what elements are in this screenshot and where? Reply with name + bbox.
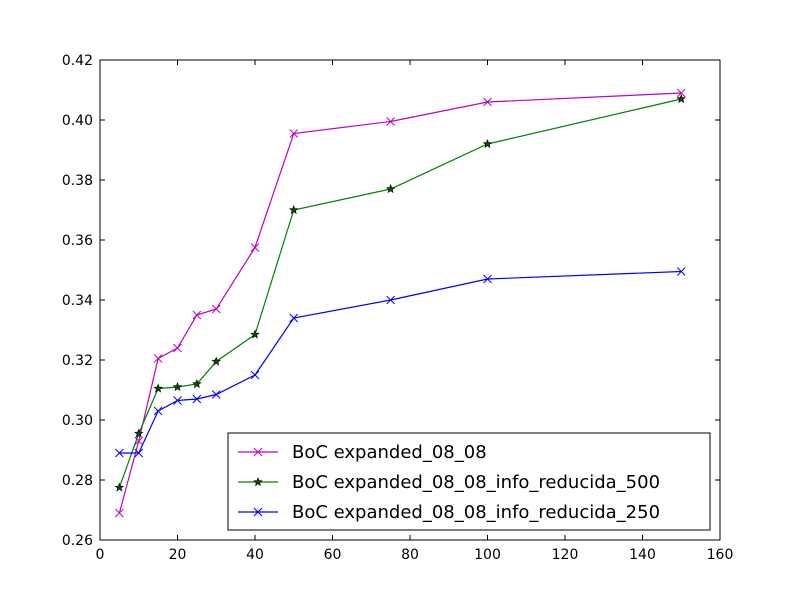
data-point [115, 508, 124, 518]
x-tick-label: 40 [246, 547, 264, 563]
data-point [250, 329, 260, 339]
data-point [114, 482, 125, 492]
data-point [250, 370, 260, 380]
legend: BoC expanded_08_08 BoC expanded_08_08_inf… [227, 432, 711, 531]
marker-stroke [173, 343, 182, 353]
marker-stroke [115, 448, 124, 458]
legend-marker [253, 507, 263, 517]
marker-stroke [250, 243, 260, 252]
data-point [483, 97, 492, 107]
marker-stroke [250, 370, 260, 380]
data-point [289, 313, 299, 323]
marker-stroke [483, 97, 492, 107]
y-tick-label: 0.30 [62, 413, 93, 429]
marker-stroke [676, 267, 686, 276]
marker-stroke [192, 310, 202, 320]
x-tick-label: 0 [96, 547, 105, 563]
marker-stroke [386, 117, 395, 126]
marker-stroke [192, 394, 202, 404]
y-tick-label: 0.36 [62, 233, 93, 249]
plot-area [114, 88, 687, 518]
data-point [676, 267, 686, 276]
data-point [153, 383, 163, 393]
marker-stroke [253, 507, 263, 517]
marker-stroke [153, 406, 163, 416]
marker-stroke [386, 295, 395, 305]
data-point [676, 93, 687, 104]
x-tick-label: 60 [324, 547, 342, 563]
marker-stroke [211, 304, 221, 314]
data-point [134, 448, 144, 458]
marker-stroke [483, 274, 492, 284]
data-point [386, 295, 395, 305]
data-point [250, 243, 260, 252]
data-point [385, 183, 396, 194]
y-tick-label: 0.26 [62, 533, 93, 549]
legend-label: BoC expanded_08_08_info_reducida_500 [292, 472, 660, 493]
legend-entry-3: BoC expanded_08_08_info_reducida_250 [238, 502, 660, 523]
series-2 [114, 93, 687, 492]
legend-entry-2: BoC expanded_08_08_info_reducida_500 [238, 472, 660, 493]
series-1 [115, 88, 686, 518]
data-point [192, 378, 202, 389]
y-tick-label: 0.40 [62, 113, 93, 129]
marker-stroke [676, 88, 686, 98]
data-point [153, 354, 163, 363]
marker-stroke [134, 436, 144, 446]
y-tick-label: 0.42 [62, 53, 93, 69]
data-point [289, 129, 299, 138]
marker-stroke [153, 354, 163, 363]
marker-stroke [211, 390, 221, 399]
data-point [192, 310, 202, 320]
data-point [676, 88, 686, 98]
legend-marker [253, 447, 263, 457]
data-point [192, 394, 202, 404]
data-point [134, 436, 144, 446]
y-tick-label: 0.38 [62, 173, 93, 189]
data-point [288, 204, 299, 215]
legend-entry-1: BoC expanded_08_08 [238, 442, 487, 463]
marker-stroke [253, 447, 263, 457]
data-point [483, 274, 492, 284]
marker-stroke [134, 448, 144, 458]
data-point [386, 117, 395, 126]
data-point [211, 356, 222, 366]
legend-marker [253, 476, 263, 487]
data-point [173, 343, 182, 353]
data-point [115, 448, 124, 458]
data-point [482, 138, 493, 149]
legend-label: BoC expanded_08_08_info_reducida_250 [292, 502, 660, 523]
data-point [153, 406, 163, 416]
marker-stroke [289, 129, 299, 138]
marker-stroke [115, 508, 124, 518]
y-tick-label: 0.32 [62, 353, 93, 369]
x-tick-label: 80 [401, 547, 419, 563]
legend-label: BoC expanded_08_08 [292, 442, 487, 463]
axes: 0 20 40 60 80 100 120 140 160 0.26 0.28 0.30 0.32 0.3… [62, 53, 734, 563]
marker-stroke [173, 396, 182, 405]
data-point [211, 304, 221, 314]
marker-stroke [289, 313, 299, 323]
x-tick-label: 160 [707, 547, 734, 563]
x-tick-label: 20 [169, 547, 187, 563]
data-point [133, 428, 144, 438]
x-tick-label: 140 [629, 547, 656, 563]
series-3 [115, 267, 686, 458]
data-point [173, 396, 182, 405]
data-point [172, 381, 183, 392]
y-tick-label: 0.28 [62, 473, 93, 489]
x-tick-label: 100 [474, 547, 501, 563]
x-tick-label: 120 [552, 547, 579, 563]
legend-box [227, 432, 711, 531]
data-point [211, 390, 221, 399]
y-tick-label: 0.34 [62, 293, 93, 309]
